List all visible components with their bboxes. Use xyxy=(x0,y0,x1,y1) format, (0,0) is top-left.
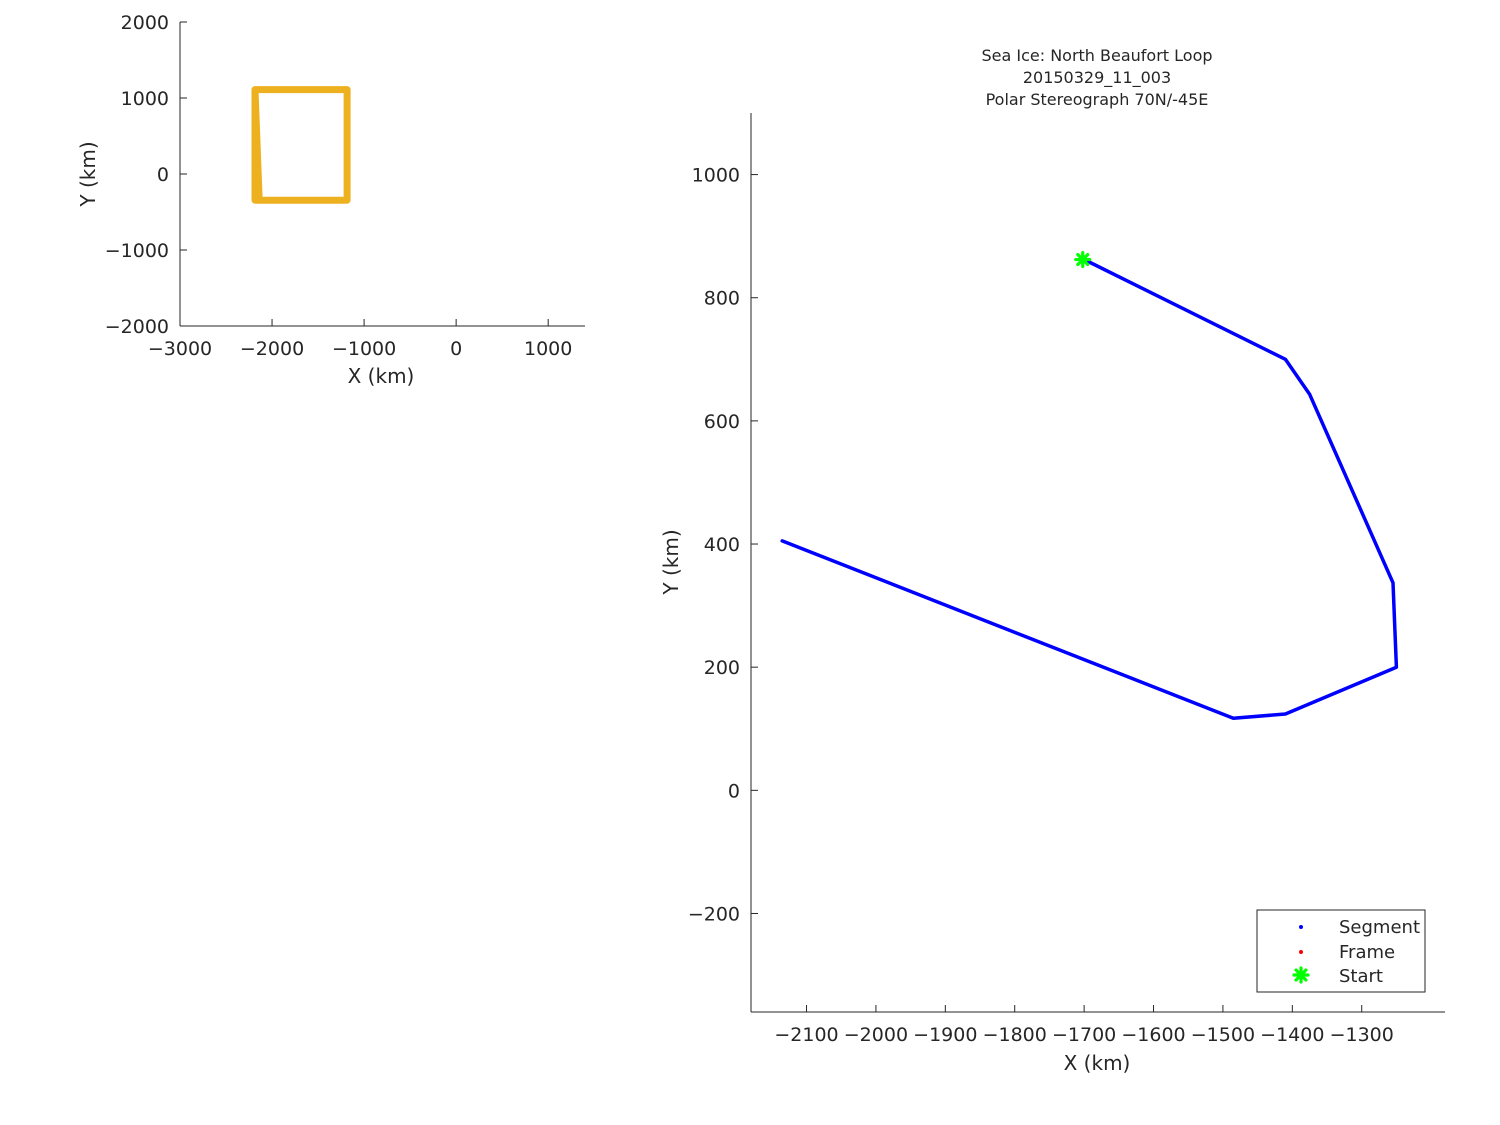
detail-y-tick-label: 1000 xyxy=(692,165,740,187)
detail-x-tick-label: −2000 xyxy=(844,1024,908,1046)
detail-x-tick-label: −1500 xyxy=(1191,1024,1255,1046)
overview-y-tick-label: 0 xyxy=(157,164,169,186)
legend-marker-frame xyxy=(1299,950,1303,954)
legend-label-start: Start xyxy=(1339,966,1383,987)
detail-x-tick-label: −1600 xyxy=(1121,1024,1185,1046)
legend-start-star-core xyxy=(1297,971,1305,979)
overview-x-tick-label: 1000 xyxy=(524,338,572,360)
detail-x-tick-label: −1700 xyxy=(1052,1024,1116,1046)
title-line-3: Polar Stereograph 70N/-45E xyxy=(986,90,1209,109)
detail-ylabel: Y (km) xyxy=(659,529,683,595)
detail-y-tick-label: 600 xyxy=(704,411,740,433)
legend-marker-segment xyxy=(1299,925,1303,929)
legend-label-segment: Segment xyxy=(1339,917,1420,938)
title-line-2: 20150329_11_003 xyxy=(1023,68,1171,88)
legend: Segment Frame Start xyxy=(1256,909,1426,993)
detail-x-tick-label: −1800 xyxy=(983,1024,1047,1046)
legend-label-frame: Frame xyxy=(1339,942,1395,963)
detail-y-tick-label: 400 xyxy=(704,534,740,556)
detail-plot-area: −2100 −2000 −1900 −1800 −1700 −1600 −1500 −1400… xyxy=(688,113,1445,1046)
legend-box xyxy=(1256,909,1426,993)
overview-x-tick-label: −1000 xyxy=(332,338,396,360)
title-line-1: Sea Ice: North Beaufort Loop xyxy=(981,46,1212,65)
detail-xlabel: X (km) xyxy=(1064,1051,1131,1075)
overview-y-tick-label: −2000 xyxy=(105,316,169,338)
detail-x-tick-label: −1400 xyxy=(1260,1024,1324,1046)
detail-x-tick-label: −1300 xyxy=(1330,1024,1394,1046)
detail-x-tick-label: −2100 xyxy=(774,1024,838,1046)
detail-y-tick-label: 200 xyxy=(704,657,740,679)
detail-start-marker xyxy=(1074,250,1092,269)
legend-start-star xyxy=(1292,966,1310,984)
overview-axes: −3000 −2000 −1000 0 1000−2000−1000010002000 … xyxy=(76,12,585,388)
detail-title: Sea Ice: North Beaufort Loop 20150329_11… xyxy=(981,46,1212,109)
legend-marker-start xyxy=(1292,966,1310,984)
detail-y-tick-label: −200 xyxy=(688,903,740,925)
overview-x-tick-label: −3000 xyxy=(148,338,212,360)
detail-segment-line xyxy=(780,257,1399,721)
overview-track-line xyxy=(251,86,351,204)
overview-x-tick-label: −2000 xyxy=(240,338,304,360)
detail-y-tick-label: 0 xyxy=(728,780,740,802)
detail-axes: −2100 −2000 −1900 −1800 −1700 −1600 −1500 −1400… xyxy=(659,46,1445,1075)
overview-ylabel: Y (km) xyxy=(76,141,100,207)
overview-y-tick-label: −1000 xyxy=(105,240,169,262)
detail-y-tick-label: 800 xyxy=(704,288,740,310)
overview-xlabel: X (km) xyxy=(348,364,415,388)
overview-y-tick-label: 2000 xyxy=(121,12,169,34)
detail-start-marker-core xyxy=(1078,255,1087,264)
overview-y-tick-label: 1000 xyxy=(121,88,169,110)
detail-x-tick-label: −1900 xyxy=(913,1024,977,1046)
overview-x-tick-label: 0 xyxy=(450,338,462,360)
